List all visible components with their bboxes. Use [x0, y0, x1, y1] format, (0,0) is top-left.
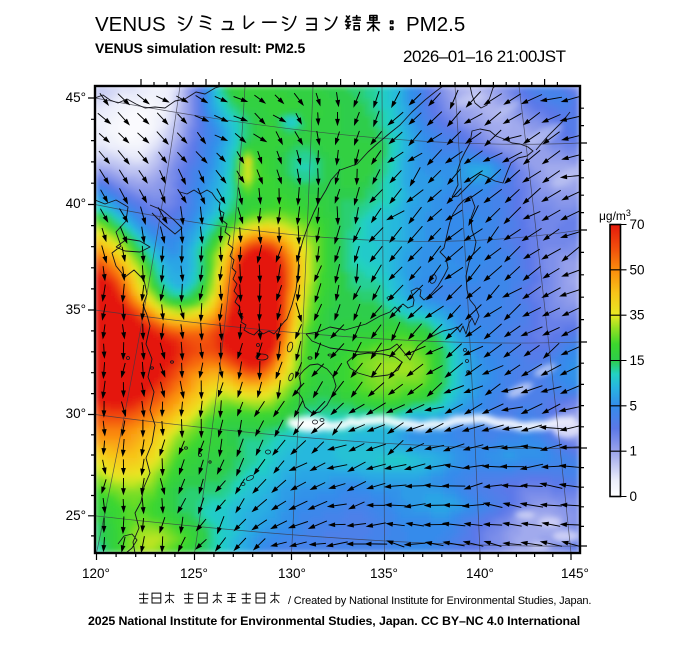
svg-text:VENUS simulation result: PM2.5: VENUS simulation result: PM2.5: [95, 40, 305, 56]
svg-text:0: 0: [630, 489, 638, 504]
svg-text:140°: 140°: [466, 566, 494, 581]
svg-text:35°: 35°: [66, 302, 86, 317]
svg-text:35: 35: [630, 308, 645, 323]
svg-text:70: 70: [630, 217, 645, 232]
svg-text:130°: 130°: [278, 566, 306, 581]
svg-text:5: 5: [630, 398, 638, 413]
svg-text:40°: 40°: [66, 196, 86, 211]
svg-text:135°: 135°: [370, 566, 398, 581]
svg-text:/ Created by National Institut: / Created by National Institute for Envi…: [288, 595, 591, 607]
svg-text:45°: 45°: [66, 90, 86, 105]
svg-text:PM2.5: PM2.5: [406, 13, 465, 36]
svg-text:25°: 25°: [66, 508, 86, 523]
svg-text:145°: 145°: [561, 566, 589, 581]
svg-text:50: 50: [630, 262, 645, 277]
svg-text:15: 15: [630, 353, 645, 368]
svg-text:2025 National Institute for En: 2025 National Institute for Environmenta…: [88, 614, 580, 628]
svg-text:125°: 125°: [180, 566, 208, 581]
svg-text:μg/m3: μg/m3: [599, 208, 631, 223]
svg-text:30°: 30°: [66, 406, 86, 421]
svg-text:1: 1: [630, 444, 638, 459]
svg-text:2026–01–16 21:00JST: 2026–01–16 21:00JST: [403, 47, 566, 66]
svg-text:120°: 120°: [82, 566, 110, 581]
svg-text:VENUS: VENUS: [95, 13, 166, 36]
